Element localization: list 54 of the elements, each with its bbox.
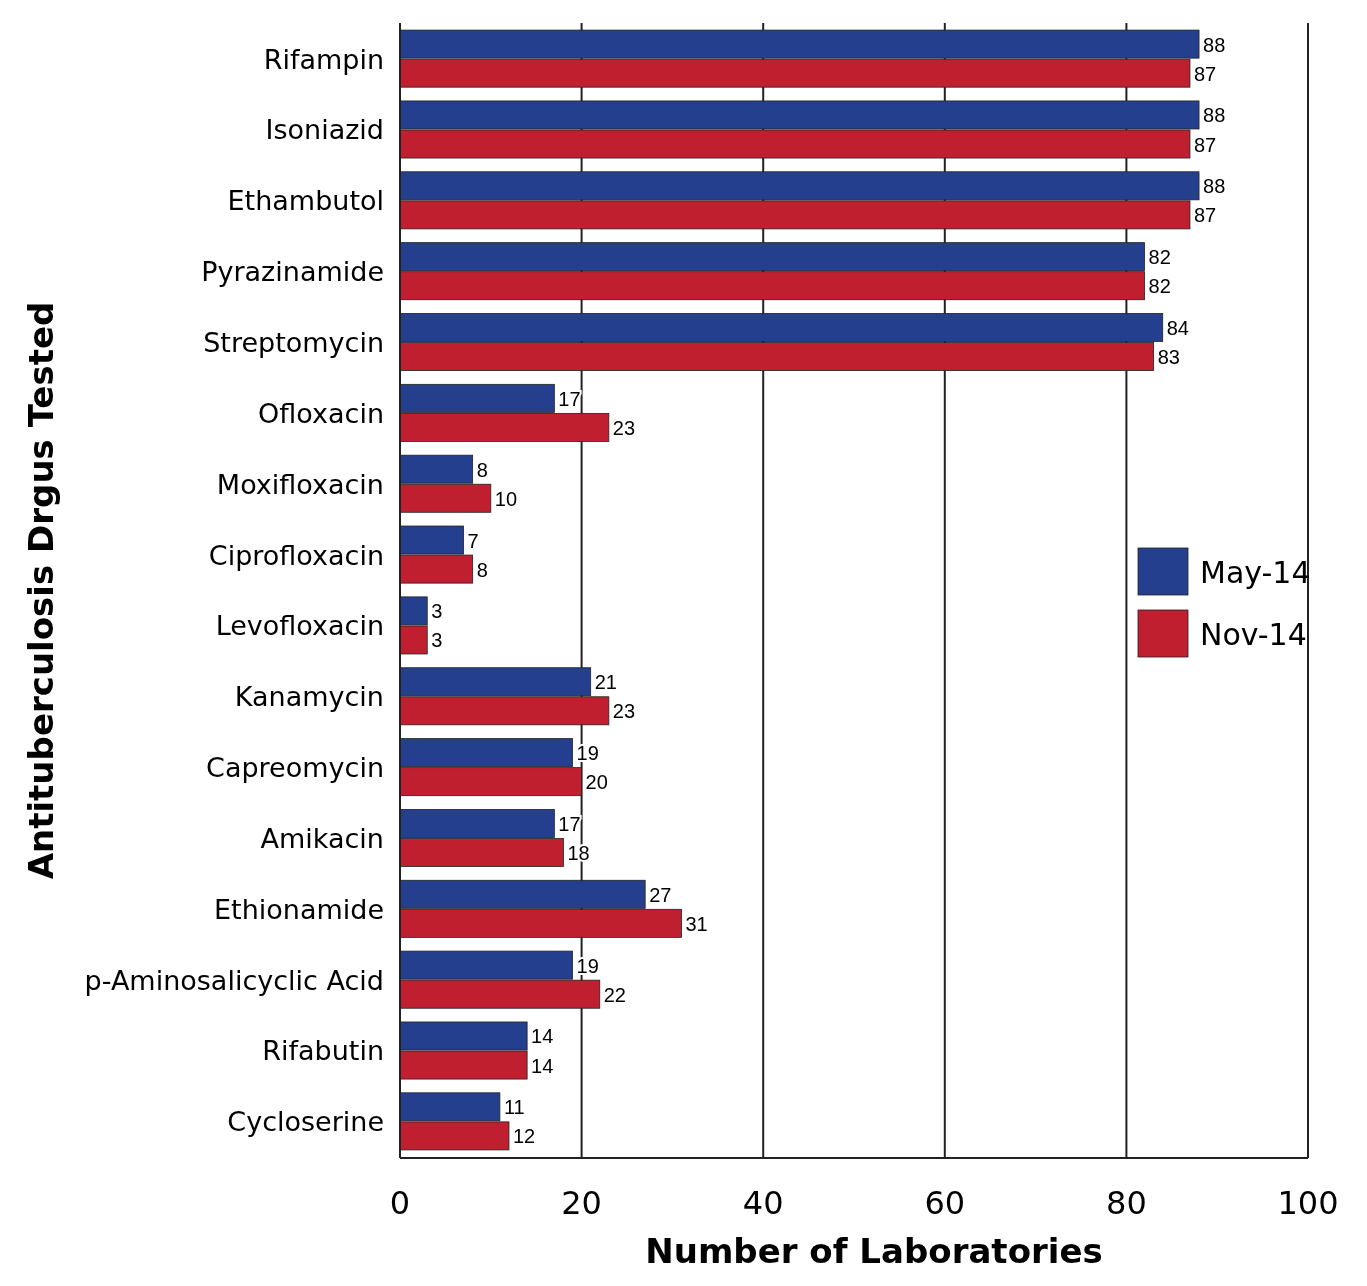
data-label: 88 bbox=[1203, 33, 1226, 56]
data-label: 14 bbox=[531, 1054, 554, 1077]
y-tick-label: Cycloserine bbox=[227, 1106, 384, 1138]
data-label: 3 bbox=[431, 600, 443, 623]
data-label: 20 bbox=[585, 771, 608, 794]
y-tick-label: Pyrazinamide bbox=[201, 256, 384, 288]
y-tick-label: Isoniazid bbox=[265, 114, 384, 146]
x-tick-label: 60 bbox=[924, 1184, 966, 1222]
data-label: 87 bbox=[1193, 62, 1217, 85]
x-tick-label: 20 bbox=[561, 1184, 602, 1222]
data-label: 87 bbox=[1193, 133, 1217, 156]
data-label: 10 bbox=[494, 487, 518, 510]
y-tick-label: Moxifloxacin bbox=[216, 468, 384, 500]
data-label: 23 bbox=[612, 700, 636, 723]
x-tick-label: 100 bbox=[1277, 1184, 1339, 1222]
y-tick-label: Ofloxacin bbox=[258, 397, 384, 429]
legend-label: Nov-14 bbox=[1200, 616, 1307, 652]
y-tick-label: Capreomycin bbox=[206, 752, 384, 784]
data-label: 7 bbox=[467, 529, 479, 552]
data-label: 31 bbox=[685, 912, 708, 935]
data-label: 11 bbox=[503, 1096, 525, 1119]
x-axis-title: Number of Laboratories bbox=[645, 1231, 1103, 1271]
data-label: 3 bbox=[431, 629, 443, 652]
data-label: 12 bbox=[512, 1125, 536, 1148]
y-axis-title: Antituberculosis Drgus Tested bbox=[21, 301, 61, 880]
data-label: 22 bbox=[603, 983, 627, 1006]
y-tick-label: Ethambutol bbox=[227, 185, 384, 217]
y-tick-label: Kanamycin bbox=[234, 681, 384, 713]
data-label: 8 bbox=[476, 558, 488, 581]
data-label: 21 bbox=[594, 671, 617, 694]
data-label: 23 bbox=[612, 416, 636, 439]
data-label: 88 bbox=[1203, 104, 1226, 127]
y-tick-label: p-Aminosalicyclic Acid bbox=[84, 964, 384, 996]
data-label: 14 bbox=[531, 1025, 554, 1048]
y-tick-label: Levofloxacin bbox=[215, 610, 384, 642]
data-label: 83 bbox=[1157, 346, 1180, 369]
data-label: 88 bbox=[1203, 175, 1226, 198]
x-tick-label: 0 bbox=[389, 1184, 411, 1222]
y-tick-label: Ciprofloxacin bbox=[208, 539, 384, 571]
y-tick-label: Rifampin bbox=[263, 43, 384, 75]
data-label: 17 bbox=[558, 812, 581, 835]
data-label: 17 bbox=[558, 387, 581, 410]
data-label: 84 bbox=[1166, 317, 1189, 339]
y-tick-label: Amikacin bbox=[260, 822, 384, 854]
y-tick-label: Streptomycin bbox=[203, 326, 384, 358]
data-label: 8 bbox=[476, 458, 488, 481]
y-tick-label: Ethionamide bbox=[214, 893, 384, 925]
data-label: 82 bbox=[1148, 275, 1171, 298]
x-tick-label: 40 bbox=[742, 1184, 784, 1222]
data-label: 87 bbox=[1193, 204, 1217, 227]
data-label: 82 bbox=[1148, 246, 1171, 269]
data-label: 27 bbox=[649, 883, 672, 906]
y-tick-label: Rifabutin bbox=[262, 1035, 384, 1067]
x-tick-label: 80 bbox=[1106, 1184, 1147, 1222]
